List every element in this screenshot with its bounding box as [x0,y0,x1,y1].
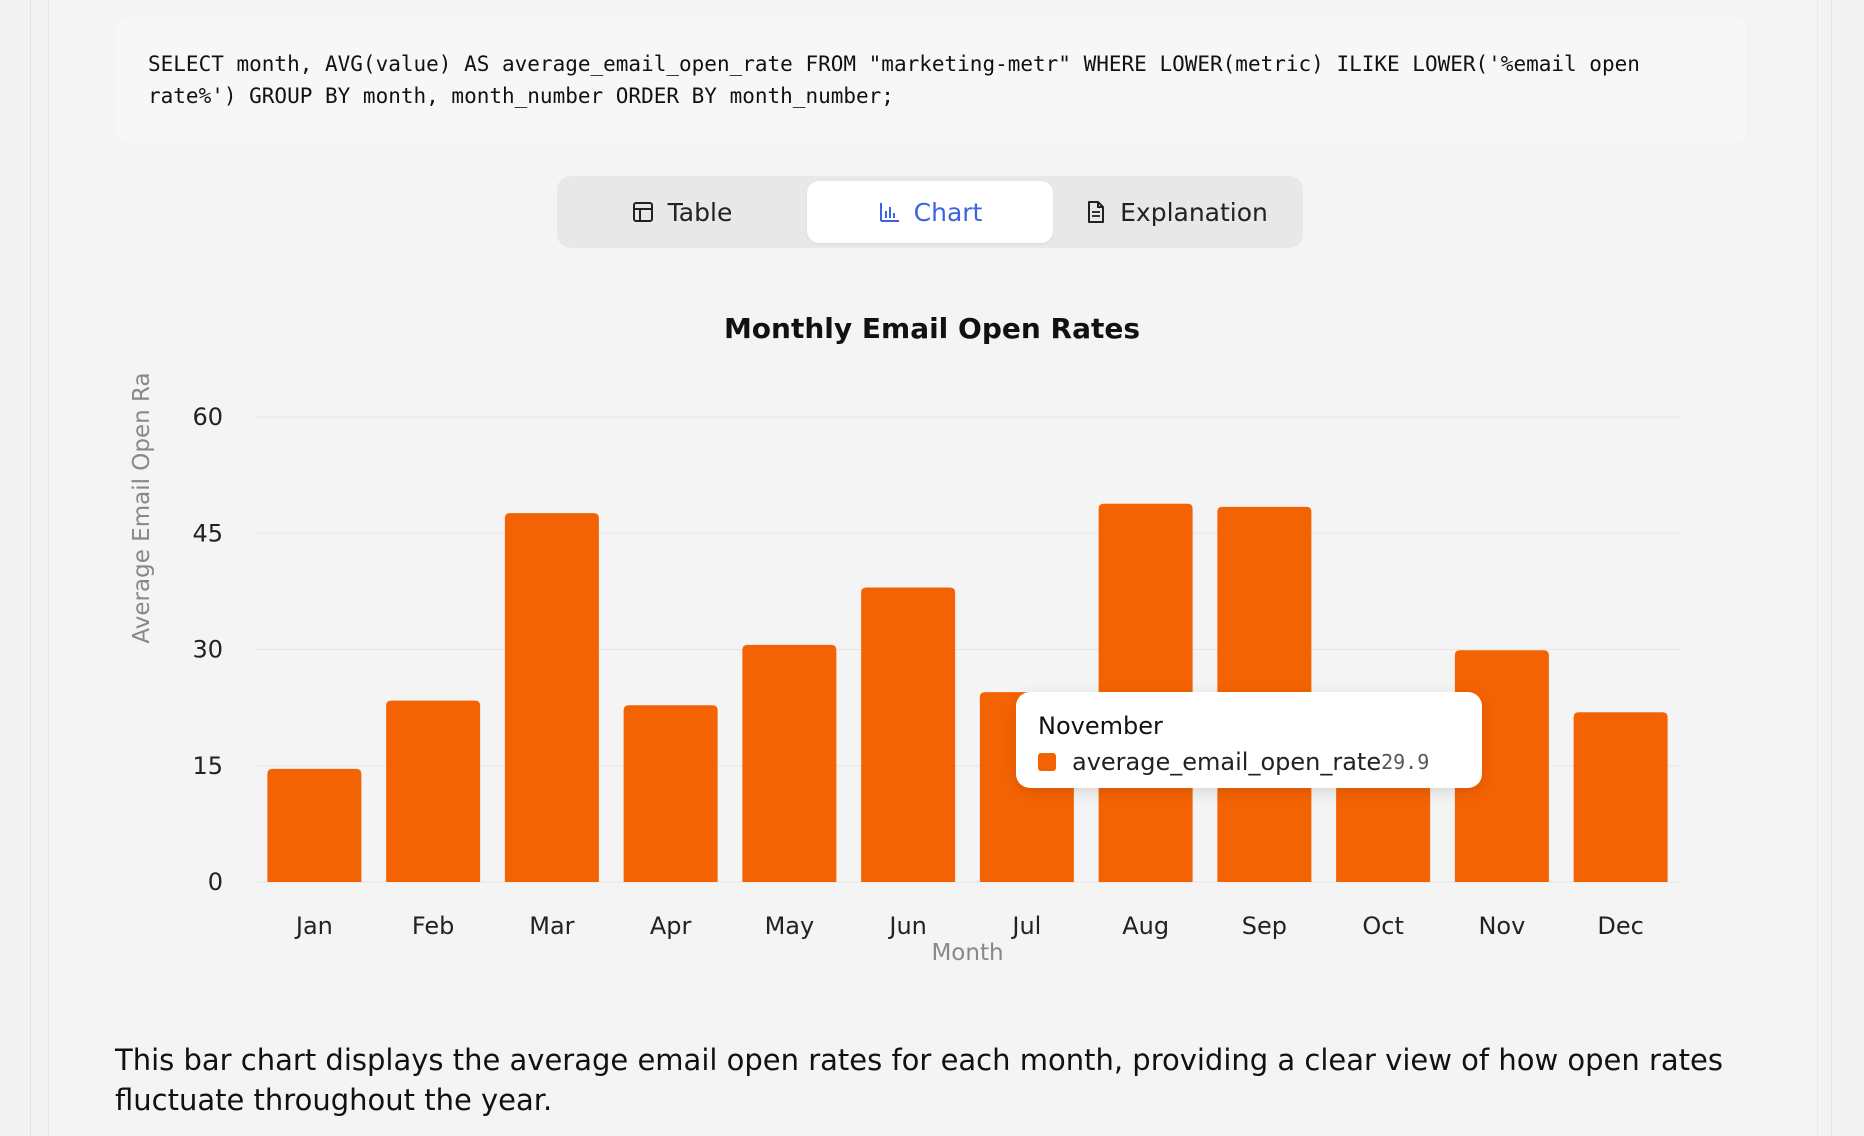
x-tick-label: Jan [294,912,333,940]
tooltip-swatch [1038,753,1056,771]
tab-chart-label: Chart [913,197,983,227]
bar-apr[interactable] [623,705,718,882]
bar-dec[interactable] [1573,712,1668,882]
y-tick-label: 60 [192,403,223,431]
tooltip-title: November [1038,712,1163,740]
tab-chart[interactable]: Chart [807,181,1053,243]
view-tabs: Table Chart Explanation [557,176,1303,248]
tab-table-label: Table [667,197,733,227]
chart-tooltip: November average_email_open_rate 29.9 [1016,692,1482,788]
tooltip-value: 29.9 [1381,750,1430,774]
bar-may[interactable] [742,644,837,882]
chart-title: Monthly Email Open Rates [723,312,1141,345]
bar-jan[interactable] [267,768,362,882]
x-tick-label: Sep [1242,912,1287,940]
x-tick-label: Jun [887,912,927,940]
bar-mar[interactable] [504,513,599,882]
bar-jun[interactable] [861,587,956,883]
x-tick-label: Aug [1122,912,1169,940]
x-axis-label: Month [931,940,1003,966]
tab-explanation[interactable]: Explanation [1057,181,1297,243]
y-tick-label: 45 [192,519,223,547]
tooltip-row: average_email_open_rate 29.9 [1038,748,1460,776]
x-tick-label: Dec [1597,912,1643,940]
x-tick-label: Apr [650,912,692,940]
document-icon [1088,201,1105,223]
x-tick-label: Mar [529,912,574,940]
y-tick-label: 0 [208,868,223,896]
bar-feb[interactable] [386,700,481,882]
x-tick-label: May [765,912,815,940]
y-axis-label: Average Email Open Ra [129,372,155,643]
y-tick-label: 15 [192,752,223,780]
bar-chart-icon [879,203,899,222]
bar-chart: 0 15 30 45 60 Jan Feb Mar Apr May Jun Jul Aug Sep Oct N… [129,372,1680,966]
tab-table[interactable]: Table [562,181,802,243]
x-tick-label: Nov [1478,912,1525,940]
chart-explanation: This bar chart displays the average emai… [115,1043,1723,1117]
tab-explanation-label: Explanation [1120,197,1268,227]
x-tick-label: Feb [412,912,455,940]
table-icon [632,202,653,222]
y-tick-label: 30 [192,636,223,664]
x-tick-label: Oct [1362,912,1404,940]
sql-query-block: SELECT month, AVG(value) AS average_emai… [116,16,1746,144]
x-tick-label: Jul [1010,912,1041,940]
tooltip-series: average_email_open_rate [1072,748,1382,776]
